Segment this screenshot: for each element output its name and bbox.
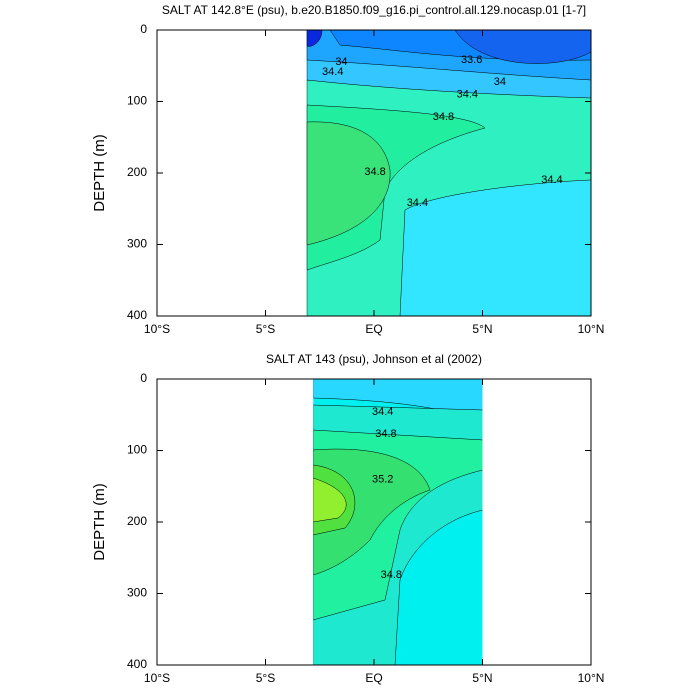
y-tick-label: 300 [127,586,147,600]
y-tick-label: 400 [127,657,147,671]
contour-label: 34.8 [433,111,454,123]
contour-label: 35.2 [372,474,393,486]
x-tick-label: EQ [365,322,382,336]
y-tick-label: 300 [127,237,147,251]
y-axis-label: DEPTH (m) [91,134,108,212]
contour-bands [313,379,483,665]
x-tick-label: 10°S [144,322,170,336]
contour-fill [313,379,483,665]
contour-band [306,121,391,246]
y-tick-label: 200 [127,514,147,528]
contour-label: 34.8 [364,166,385,178]
x-tick-label: 5°N [472,671,492,685]
x-tick-label: 5°S [256,322,275,336]
panel: SALT AT 142.8°E (psu), b.e20.B1850.f09_g… [91,3,604,336]
contour-label: 34 [494,76,506,88]
x-tick-label: 10°N [578,671,605,685]
contour-label: 34 [335,56,347,68]
contour-label: 33.6 [461,54,482,66]
panel: SALT AT 143 (psu), Johnson et al (2002) D… [91,352,604,685]
y-tick-label: 100 [127,94,147,108]
contour-band [313,477,347,523]
contour-fill [306,30,591,316]
contour-label: 34.4 [322,66,343,78]
x-tick-label: 10°N [578,322,605,336]
contour-label: 34.4 [457,88,478,100]
chart-title: SALT AT 142.8°E (psu), b.e20.B1850.f09_g… [162,3,586,17]
y-axis-label: DEPTH (m) [91,483,108,561]
contour-label: 34.4 [541,174,562,186]
contour-label: 34.8 [375,428,396,440]
contour-label: 34.4 [407,197,428,209]
contour-label: 34.8 [381,569,402,581]
x-tick-label: 5°N [472,322,492,336]
contour-bands [306,30,591,316]
y-tick-label: 200 [127,165,147,179]
chart-title: SALT AT 143 (psu), Johnson et al (2002) [266,352,482,366]
x-tick-label: EQ [365,671,382,685]
y-tick-label: 0 [140,371,147,385]
y-tick-label: 400 [127,308,147,322]
x-tick-label: 10°S [144,671,170,685]
x-tick-label: 5°S [256,671,275,685]
contour-label: 34.4 [372,406,393,418]
y-tick-label: 100 [127,443,147,457]
y-tick-label: 0 [140,22,147,36]
